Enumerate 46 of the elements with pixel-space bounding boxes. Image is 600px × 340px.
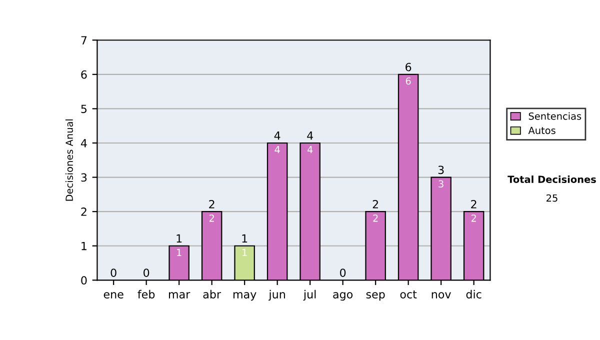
y-tick-label: 2 — [81, 208, 86, 216]
data-label: 3 — [438, 180, 444, 188]
total-label: 6 — [406, 62, 412, 72]
x-tick-label: oct — [400, 290, 417, 298]
x-tick-label: jun — [268, 290, 285, 301]
total-label: 1 — [176, 234, 182, 243]
legend-label: Sentencias — [528, 112, 582, 120]
x-tick-label: sep — [366, 292, 385, 301]
x-tick-label: feb — [138, 290, 155, 298]
text: Total Decisiones — [508, 175, 596, 184]
data-label: 6 — [406, 77, 411, 85]
text: 25 — [546, 194, 558, 202]
total-label: 0 — [110, 268, 116, 277]
legend-label: Autos — [528, 126, 556, 134]
x-tick-label: ene — [104, 292, 124, 298]
total-label: 2 — [471, 200, 476, 208]
y-tick-label: 7 — [81, 36, 87, 44]
total-label: 4 — [307, 132, 313, 140]
y-tick-label: 3 — [81, 173, 87, 182]
total-label: 0 — [340, 268, 346, 277]
x-tick-label: ago — [333, 292, 353, 301]
y-tick-label: 5 — [81, 104, 87, 114]
x-tick-label: abr — [203, 290, 222, 298]
data-label: 4 — [307, 146, 313, 154]
y-tick-label: 0 — [81, 276, 87, 285]
x-tick-label: mar — [168, 292, 190, 298]
y-axis-title: Decisiones Anual — [65, 119, 73, 201]
total-label: 1 — [242, 234, 248, 243]
total-label: 0 — [144, 268, 150, 277]
total-label: 3 — [438, 166, 444, 174]
y-tick-label: 1 — [82, 242, 86, 250]
data-label: 2 — [373, 214, 378, 222]
data-label: 1 — [242, 248, 247, 256]
y-tick-label: 4 — [80, 139, 87, 148]
data-label: 1 — [177, 248, 182, 256]
x-tick-label: dic — [466, 290, 482, 298]
x-tick-label: may — [233, 292, 256, 301]
total-label: 2 — [372, 200, 378, 208]
x-tick-label: jul — [303, 290, 316, 301]
data-label: 2 — [471, 214, 476, 222]
total-label: 2 — [209, 200, 214, 208]
total-label: 4 — [274, 132, 280, 140]
y-tick-label: 6 — [81, 70, 87, 79]
data-label: 2 — [209, 214, 214, 222]
x-tick-label: nov — [432, 292, 451, 298]
data-label: 4 — [274, 146, 280, 154]
